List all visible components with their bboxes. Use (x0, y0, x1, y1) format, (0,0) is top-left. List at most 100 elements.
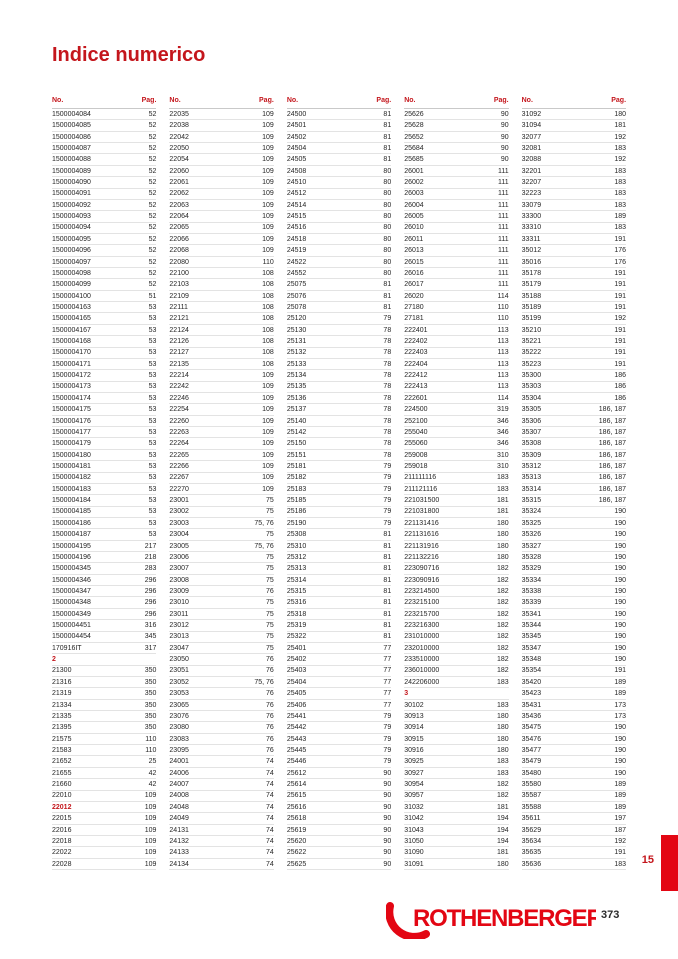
item-number: 22266 (169, 463, 189, 470)
page-ref: 190 (614, 724, 627, 732)
item-number: 32207 (521, 179, 542, 187)
table-row: 33310 183 (521, 223, 627, 234)
table-row: 35636 183 (521, 859, 627, 871)
item-number: 22018 (52, 837, 72, 845)
page-ref: 190 (614, 758, 627, 766)
item-number: 22267 (169, 474, 189, 482)
page-ref: 74 (266, 758, 274, 766)
page-ref: 81 (383, 133, 392, 141)
table-row: 1500004086 52 (52, 132, 157, 144)
table-row: 23006 75 (169, 552, 274, 564)
table-row: 1500004173 53 (52, 382, 157, 393)
table-row: 22012 109 (52, 802, 157, 814)
item-number: 25652 (404, 133, 424, 141)
page-ref: 109 (262, 485, 274, 493)
table-row: 22266 109 (169, 461, 274, 473)
page-ref: 191 (614, 360, 627, 368)
item-number: 22015 (52, 815, 72, 823)
page-ref: 109 (262, 122, 274, 130)
table-row: 222401 113 (404, 325, 509, 337)
item-number: 1500004196 (52, 553, 91, 561)
table-row: 1500004096 52 (52, 245, 157, 257)
table-row: 24008 74 (169, 791, 274, 802)
item-number: 35300 (521, 372, 542, 380)
table-row: 35223 191 (521, 359, 627, 371)
item-number: 25151 (286, 451, 307, 459)
table-row: 25626 90 (404, 109, 509, 121)
table-row: 22065 109 (169, 223, 274, 234)
page-ref: 180 (614, 110, 627, 118)
item-number: 25142 (286, 428, 307, 436)
column-rows: 25626 90 25628 90 25652 90 25684 90 25685 90 26001… (404, 109, 509, 871)
item-number: 1500004174 (52, 394, 91, 402)
item-number: 23080 (169, 724, 189, 732)
item-number: 22038 (169, 122, 189, 130)
page-ref: 78 (383, 338, 392, 346)
item-number: 35189 (521, 303, 542, 311)
chapter-tab-label: 15 (641, 854, 654, 866)
table-row: 25310 81 (286, 541, 392, 553)
table-row: 35315 186, 187 (521, 495, 627, 507)
table-row: 25614 90 (286, 779, 392, 791)
item-number: 35635 (521, 849, 542, 857)
page-ref: 90 (383, 803, 392, 811)
page-ref: 74 (266, 803, 274, 811)
page-ref: 183 (496, 758, 509, 766)
page-ref: 189 (614, 213, 627, 221)
index-table: No. Pag. 1500004084 52 1500004085 52 1500004… (52, 96, 627, 871)
table-row: 31092 180 (521, 109, 627, 121)
page-ref: 191 (614, 338, 627, 346)
page-ref: 53 (148, 394, 157, 402)
page-ref: 81 (383, 122, 392, 130)
item-number: 22126 (169, 338, 189, 346)
item-number: 23003 (169, 519, 189, 527)
item-number: 26003 (404, 190, 424, 198)
item-number: 23005 (169, 542, 189, 550)
item-number: 32077 (521, 133, 542, 141)
item-number: 1500004173 (52, 383, 91, 391)
page-ref: 190 (614, 587, 627, 595)
table-row: 26011 111 (404, 234, 509, 246)
item-number: 30102 (404, 701, 424, 709)
page-ref: 191 (614, 849, 627, 857)
page-ref: 81 (383, 144, 392, 152)
table-row: 33311 191 (521, 234, 627, 246)
item-number: 22064 (169, 213, 189, 221)
table-row: 23004 75 (169, 529, 274, 541)
table-row: 25120 79 (286, 313, 392, 325)
item-number: 223215700 (404, 610, 440, 618)
item-number: 25181 (286, 463, 307, 470)
item-number: 24134 (169, 860, 189, 868)
item-number: 25684 (404, 144, 424, 152)
table-row: 211121116 183 (404, 484, 509, 496)
item-number: 23010 (169, 599, 189, 607)
item-number: 22124 (169, 326, 189, 334)
item-number: 31091 (404, 860, 424, 868)
item-number: 22264 (169, 440, 189, 448)
page-ref: 190 (614, 553, 627, 561)
table-row: 22035 109 (169, 109, 274, 121)
item-number: 23004 (169, 531, 189, 539)
page-ref: 80 (383, 258, 392, 266)
page-ref: 53 (148, 463, 157, 470)
table-row: 21655 42 (52, 768, 157, 780)
table-row: 223215700 182 (404, 609, 509, 621)
item-number: 25185 (286, 497, 307, 505)
column-rows: 31092 180 31094 181 32077 192 32081 183 32088 192… (521, 109, 627, 871)
item-number: 35326 (521, 531, 542, 539)
column-header-pag: Pag. (376, 97, 392, 104)
page-ref: 80 (383, 201, 392, 209)
item-number: 33079 (521, 201, 542, 209)
page-ref: 76 (266, 735, 274, 743)
item-number: 35313 (521, 474, 542, 482)
table-row: 35326 190 (521, 529, 627, 541)
page-ref: 186, 187 (598, 451, 627, 459)
page-ref: 52 (148, 201, 157, 209)
item-number: 35339 (521, 599, 542, 607)
table-row: 22063 109 (169, 200, 274, 212)
table-row: 31042 194 (404, 813, 509, 825)
item-number: 23052 (169, 678, 189, 686)
item-number: 25402 (286, 656, 307, 664)
page-ref: 181 (496, 803, 509, 811)
item-number: 25614 (286, 781, 307, 789)
